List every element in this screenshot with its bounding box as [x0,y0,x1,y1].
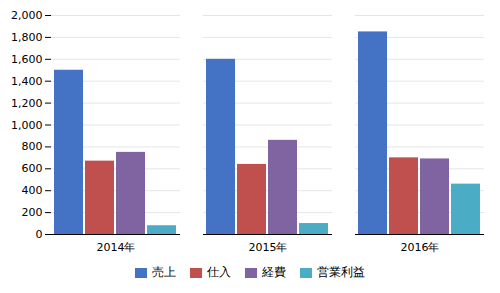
html-text:営業利益: 営業利益 [317,265,365,279]
svg-text:600: 600 [22,162,43,175]
svg-text:1,600: 1,600 [11,53,43,66]
html-text:売上: 売上 [152,265,176,279]
svg-text:1,800: 1,800 [11,31,43,44]
svg-text:1,200: 1,200 [11,97,43,110]
html-text:仕入: 仕入 [207,265,231,279]
svg-text:0: 0 [36,228,43,241]
html-text:経費: 経費 [262,265,286,279]
svg-text:2,000: 2,000 [11,9,43,22]
svg-text:200: 200 [22,206,43,219]
svg-text:1,400: 1,400 [11,75,43,88]
svg-text:1,000: 1,000 [11,119,43,132]
svg-text:800: 800 [22,140,43,153]
svg-text:400: 400 [22,184,43,197]
svg-text:2014年: 2014年 [97,241,136,254]
svg-text:2015年: 2015年 [249,241,288,254]
svg-text:2016年: 2016年 [401,241,440,254]
